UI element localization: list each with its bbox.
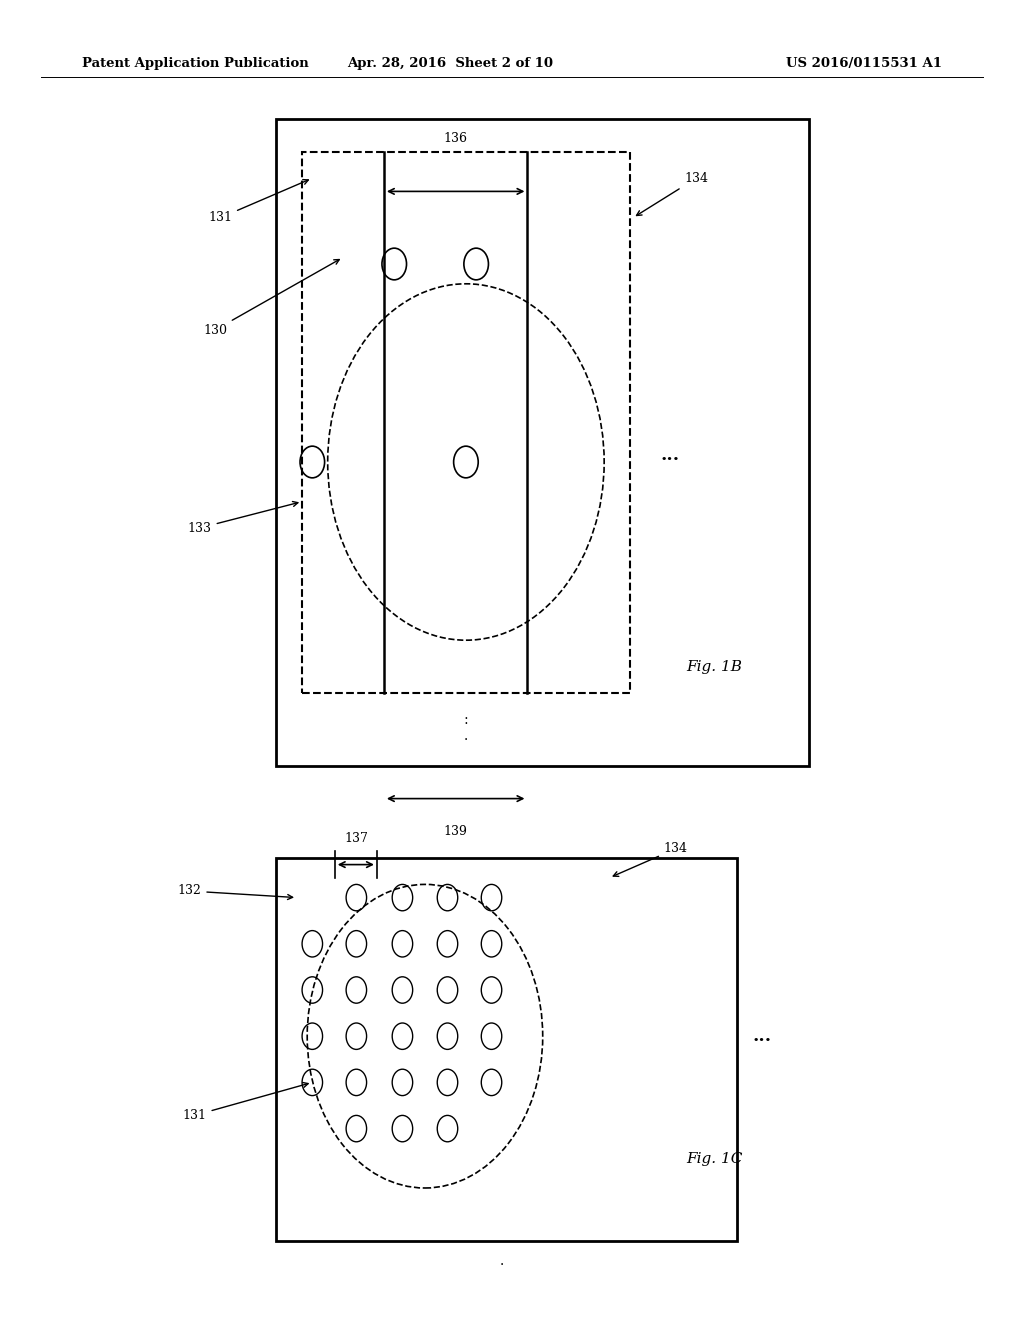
Text: ...: ... bbox=[660, 446, 680, 465]
Bar bbox=[276, 858, 737, 1241]
Text: 136: 136 bbox=[443, 132, 468, 145]
Text: 132: 132 bbox=[177, 884, 293, 899]
Text: 130: 130 bbox=[203, 260, 339, 337]
Text: Fig. 1C: Fig. 1C bbox=[686, 1152, 742, 1166]
Text: Fig. 1B: Fig. 1B bbox=[686, 660, 742, 673]
Text: 139: 139 bbox=[443, 825, 468, 838]
Text: 131: 131 bbox=[208, 180, 308, 224]
Text: 134: 134 bbox=[613, 842, 688, 876]
Text: US 2016/0115531 A1: US 2016/0115531 A1 bbox=[786, 57, 942, 70]
Text: 137: 137 bbox=[344, 832, 369, 845]
Text: 131: 131 bbox=[182, 1082, 308, 1122]
Bar bbox=[302, 152, 630, 693]
Text: Patent Application Publication: Patent Application Publication bbox=[82, 57, 308, 70]
Text: ...: ... bbox=[753, 1027, 772, 1045]
Bar bbox=[276, 119, 809, 766]
Text: Apr. 28, 2016  Sheet 2 of 10: Apr. 28, 2016 Sheet 2 of 10 bbox=[347, 57, 554, 70]
Text: :
.: : . bbox=[464, 713, 468, 743]
Text: 133: 133 bbox=[187, 502, 298, 535]
Text: .: . bbox=[500, 1254, 504, 1269]
Text: 134: 134 bbox=[637, 172, 709, 215]
